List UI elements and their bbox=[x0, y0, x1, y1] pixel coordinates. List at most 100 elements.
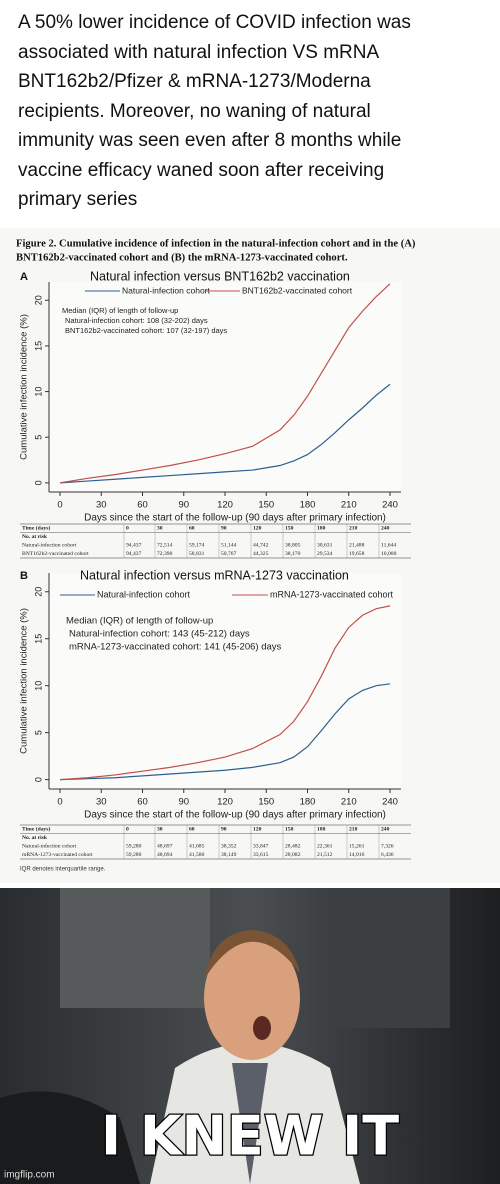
legend-label: BNT162b2-vaccinated cohort bbox=[242, 285, 353, 295]
x-tick-label: 240 bbox=[382, 797, 398, 808]
table-cell: 72,514 bbox=[157, 543, 173, 549]
table-cell: 0 bbox=[126, 827, 129, 833]
table-cell: 14,016 bbox=[349, 852, 365, 858]
risk-table: Time (days) 0 30 60 90 120 150 180 210 240 No. at … bbox=[20, 523, 411, 559]
table-cell: 48,694 bbox=[157, 852, 173, 858]
table-cell: 38,352 bbox=[221, 844, 237, 850]
table-cell: 48,697 bbox=[157, 844, 173, 850]
x-tick-label: 240 bbox=[382, 500, 398, 511]
meme-caption: I KNEW IT bbox=[101, 1105, 399, 1168]
table-cell: 210 bbox=[349, 526, 358, 532]
face bbox=[204, 936, 300, 1060]
table-cell: 6,436 bbox=[381, 852, 394, 858]
table-cell: 11,644 bbox=[381, 543, 396, 549]
table-cell: 15,261 bbox=[349, 844, 365, 850]
x-tick-label: 0 bbox=[57, 797, 62, 808]
table-cell: Time (days) bbox=[22, 826, 50, 833]
table-cell: 58,831 bbox=[189, 551, 205, 557]
post-line: immunity was seen even after 8 months wh… bbox=[18, 130, 402, 151]
hair bbox=[205, 930, 300, 978]
table-cell: 150 bbox=[285, 827, 294, 833]
table-cell: No. at risk bbox=[22, 534, 48, 540]
post-text: A 50% lower incidence of COVID infection… bbox=[18, 8, 493, 215]
x-tick-label: 210 bbox=[341, 500, 357, 511]
figure-caption: Figure 2. Cumulative incidence of infect… bbox=[16, 238, 416, 249]
post-line: vaccine efficacy waned soon after receiv… bbox=[18, 159, 385, 181]
wall bbox=[330, 888, 450, 1028]
table-cell: 30 bbox=[157, 827, 163, 833]
table-cell: 10,000 bbox=[381, 551, 397, 557]
table-cell: 72,390 bbox=[157, 551, 173, 557]
table-cell: 94,437 bbox=[126, 543, 142, 549]
table-cell: Natural-infection cohort bbox=[22, 843, 77, 850]
table-cell: Time (days) bbox=[22, 525, 50, 532]
post-line: primary series bbox=[18, 189, 138, 210]
y-tick-label: 5 bbox=[33, 730, 43, 735]
y-tick-label: 15 bbox=[33, 341, 43, 351]
table-cell: 28,082 bbox=[285, 852, 301, 858]
table-cell: 7,326 bbox=[381, 844, 394, 850]
annotation: Natural-infection cohort: 143 (45-212) d… bbox=[69, 629, 250, 640]
table-cell: 33,615 bbox=[253, 852, 269, 858]
watermark: imgflip.com bbox=[4, 1170, 55, 1181]
table-cell: mRNA-1273-vaccinated cohort bbox=[22, 852, 93, 858]
table-cell: 59,174 bbox=[189, 543, 205, 549]
annotation: Median (IQR) of length of follow-up bbox=[66, 616, 213, 627]
series-line bbox=[59, 383, 391, 484]
y-tick-label: 20 bbox=[33, 295, 43, 305]
y-axis-label: Cumulative infection incidence (%) bbox=[19, 608, 30, 754]
table-cell: 59,280 bbox=[126, 852, 142, 858]
table-cell: 19,658 bbox=[349, 551, 365, 557]
x-tick-label: 150 bbox=[258, 797, 274, 808]
table-cell: 21,488 bbox=[349, 543, 365, 549]
figure-caption: BNT162b2-vaccinated cohort and (B) the m… bbox=[16, 252, 348, 263]
x-axis-label: Days since the start of the follow-up (9… bbox=[84, 810, 386, 821]
x-tick-label: 90 bbox=[178, 500, 189, 511]
annotation: Natural-infection cohort: 108 (32-202) d… bbox=[65, 316, 208, 325]
chair bbox=[0, 1091, 140, 1184]
x-tick-label: 90 bbox=[178, 797, 189, 808]
table-cell: 41,685 bbox=[189, 844, 205, 850]
x-tick-label: 30 bbox=[96, 500, 107, 511]
plot-area bbox=[49, 573, 401, 789]
plot-area bbox=[49, 282, 401, 492]
table-cell: 44,325 bbox=[253, 551, 269, 557]
panel-label: A bbox=[20, 271, 28, 283]
table-cell: 38,170 bbox=[285, 551, 301, 557]
table-cell: 150 bbox=[285, 526, 294, 532]
annotation: mRNA-1273-vaccinated cohort: 141 (45-206… bbox=[69, 642, 282, 653]
x-tick-label: 150 bbox=[258, 500, 274, 511]
y-axis-label: Cumulative infection incidence (%) bbox=[19, 314, 30, 460]
x-axis-label: Days since the start of the follow-up (9… bbox=[84, 513, 386, 524]
y-tick-label: 0 bbox=[33, 480, 43, 485]
meme-image: I KNEW IT imgflip.com bbox=[0, 888, 500, 1184]
x-tick-label: 0 bbox=[57, 500, 62, 511]
y-tick-label: 10 bbox=[33, 681, 43, 691]
annotation: Median (IQR) of length of follow-up bbox=[62, 306, 178, 315]
x-tick-label: 60 bbox=[137, 500, 148, 511]
panel-label: B bbox=[20, 570, 28, 582]
legend-label: Natural-infection cohort bbox=[122, 285, 211, 295]
y-tick-label: 10 bbox=[33, 387, 43, 397]
table-cell: 90 bbox=[221, 827, 227, 833]
post-line: A 50% lower incidence of COVID infection… bbox=[18, 12, 411, 33]
table-cell: 60 bbox=[189, 526, 195, 532]
figure-footnote: IQR denotes interquartile range. bbox=[20, 867, 106, 873]
table-cell: 50,767 bbox=[221, 551, 237, 557]
table-cell: 90 bbox=[221, 526, 227, 532]
table-cell: 30,631 bbox=[317, 543, 333, 549]
post-line: BNT162b2/Pfizer & mRNA-1273/Moderna bbox=[18, 71, 371, 92]
table-cell: 94,437 bbox=[126, 551, 142, 557]
table-cell: 240 bbox=[381, 827, 390, 833]
table-cell: 22,361 bbox=[317, 844, 333, 850]
x-tick-label: 180 bbox=[300, 797, 316, 808]
table-cell: 120 bbox=[253, 827, 262, 833]
table-cell: 33,847 bbox=[253, 844, 269, 850]
table-cell: Natural-infection cohort bbox=[22, 542, 77, 549]
table-cell: 38,149 bbox=[221, 852, 237, 858]
x-tick-label: 60 bbox=[137, 797, 148, 808]
y-tick-label: 20 bbox=[33, 587, 43, 597]
series-line bbox=[59, 605, 391, 781]
legend-label: mRNA-1273-vaccinated cohort bbox=[270, 589, 394, 599]
